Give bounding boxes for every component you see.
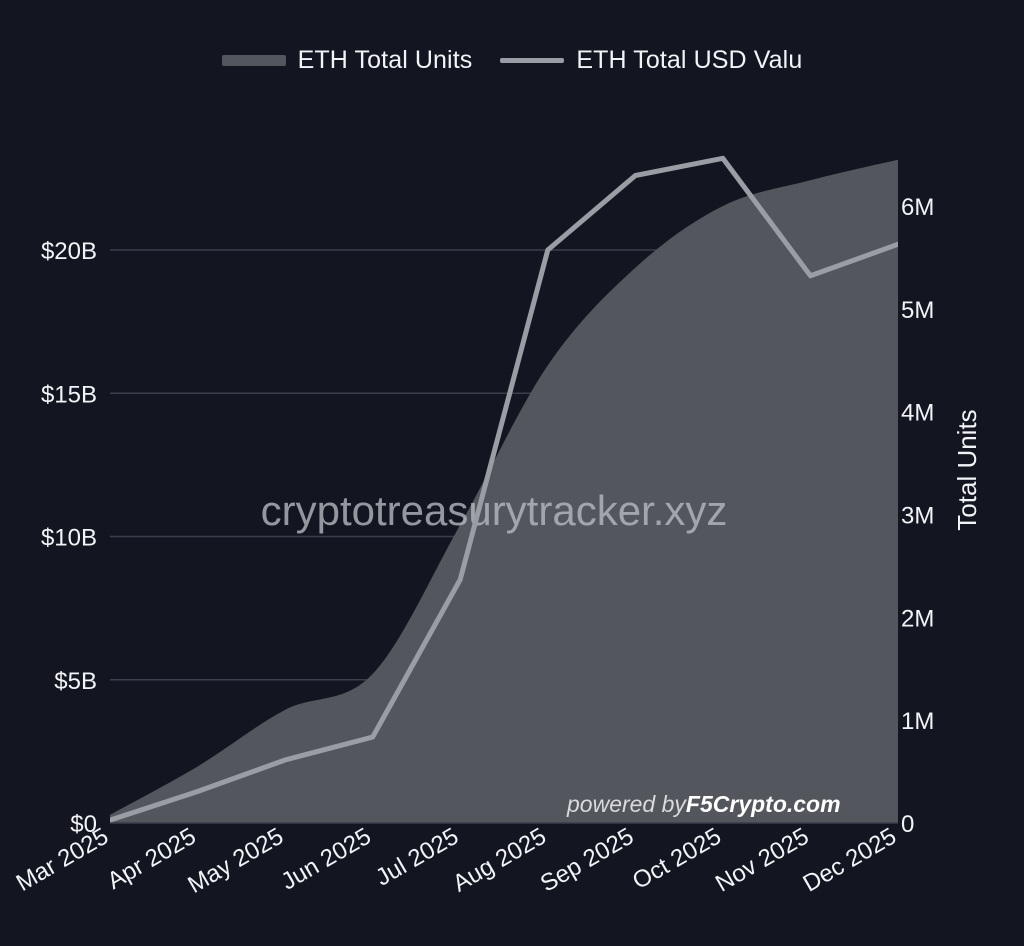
credit-attribution[interactable]: powered by F5Crypto.com: [566, 791, 841, 817]
x-axis-tick-label: Oct 2025: [628, 823, 726, 895]
right-axis-tick-label: 5M: [901, 297, 934, 324]
right-axis-tick-label: 0: [901, 811, 914, 838]
x-axis-tick-label: Apr 2025: [103, 823, 201, 895]
legend-item-eth-total-units[interactable]: ETH Total Units: [221, 45, 473, 75]
right-axis-tick-label: 3M: [901, 503, 934, 530]
series-eth-total-units: [110, 159, 898, 823]
legend-item-eth-total-usd-value[interactable]: ETH Total USD Valu: [500, 46, 802, 75]
left-axis-tick-label: $5B: [54, 668, 97, 695]
right-axis-title: Total Units: [952, 409, 982, 530]
left-axis-tick-label: $15B: [41, 381, 97, 408]
right-axis-tick-label: 2M: [901, 605, 934, 632]
x-axis-tick-label: Nov 2025: [711, 823, 813, 898]
x-axis-tick-label: Dec 2025: [799, 823, 901, 898]
x-axis-tick-label: Sep 2025: [536, 823, 638, 898]
right-axis-ticks: 0 1M 2M 3M 4M 5M 6M: [901, 194, 934, 838]
x-axis-tick-label: Jun 2025: [277, 823, 376, 896]
x-axis-tick-label: Jul 2025: [371, 823, 463, 892]
x-axis-tick-label: Mar 2025: [12, 823, 113, 897]
legend-label-eth-total-usd-value: ETH Total USD Valu: [576, 45, 803, 74]
left-axis-tick-label: $0: [70, 811, 97, 838]
right-axis-tick-label: 6M: [901, 194, 934, 221]
credit-prefix-label: powered by: [566, 791, 687, 817]
line-eth-total-usd-value: [110, 155, 898, 823]
legend-label-eth-total-units: ETH Total Units: [297, 45, 473, 74]
legend-swatch-line-icon: [500, 57, 565, 63]
left-axis-tick-label: $20B: [41, 238, 97, 265]
right-axis-tick-label: 4M: [901, 400, 934, 427]
watermark-label: cryptotreasurytracker.xyz: [261, 487, 728, 534]
left-axis-ticks: $0 $5B $10B $15B $20B: [41, 238, 97, 838]
x-axis-tick-label: Aug 2025: [448, 823, 550, 898]
credit-brand-label: F5Crypto.com: [686, 791, 841, 817]
left-axis-tick-label: $10B: [41, 525, 97, 552]
right-axis-tick-label: 1M: [901, 708, 934, 735]
series-eth-total-usd-value: [110, 155, 898, 823]
x-axis-tick-label: May 2025: [183, 823, 288, 899]
area-fill-eth-total-units: [110, 159, 898, 823]
chart-legend: ETH Total Units ETH Total USD Valu: [0, 44, 1024, 76]
legend-swatch-area-icon: [221, 54, 286, 66]
